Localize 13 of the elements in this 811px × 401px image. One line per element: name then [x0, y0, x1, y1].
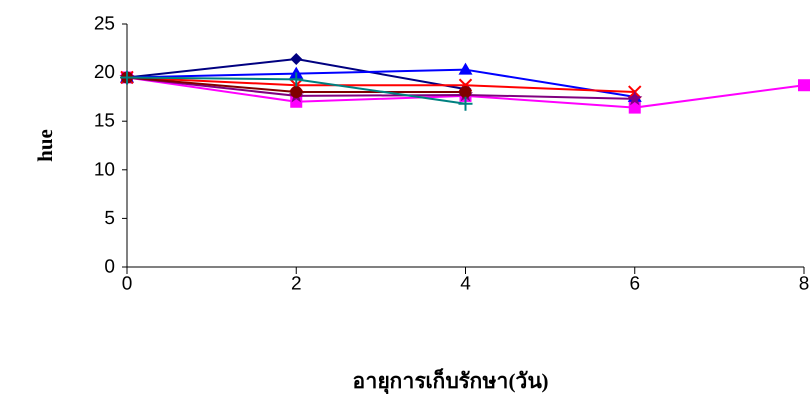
y-tick-label: 15: [94, 110, 115, 132]
y-tick-label: 10: [94, 159, 115, 180]
x-tick-label: 6: [629, 274, 640, 294]
y-tick-label: 25: [94, 14, 115, 34]
y-tick-label: 5: [104, 208, 115, 229]
x-tick-label: 2: [290, 274, 302, 294]
x-tick-label: 0: [122, 274, 132, 294]
x-tick-label: 4: [460, 274, 472, 294]
x-axis-title: อายุการเก็บรักษา(วัน): [352, 367, 548, 395]
y-tick-label: 0: [104, 256, 115, 278]
x-tick-label: 8: [798, 274, 810, 294]
y-tick-label: 20: [94, 62, 115, 84]
y-axis-title: hue: [33, 129, 57, 162]
